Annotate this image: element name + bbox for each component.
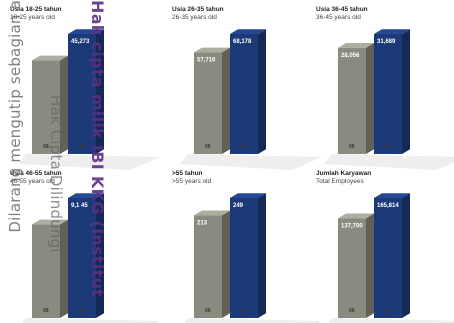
bar-value-label: 68,178 bbox=[233, 39, 252, 45]
bar bbox=[68, 34, 96, 154]
x-tick-label: 10 bbox=[385, 308, 391, 314]
bar bbox=[374, 198, 402, 318]
bar-side bbox=[402, 193, 410, 318]
bar-side bbox=[402, 29, 410, 155]
x-tick-label: 09 bbox=[205, 144, 211, 150]
bar-shadow bbox=[324, 154, 454, 170]
panel-title: Usia 36-45 tahun bbox=[316, 6, 368, 13]
bar-top bbox=[68, 193, 104, 198]
bar-top bbox=[374, 29, 410, 34]
bar-value-label: 249 bbox=[233, 203, 244, 209]
bar-shadow bbox=[180, 154, 322, 170]
panel-subtitle: 36-45 years old bbox=[316, 14, 361, 21]
x-tick-label: 09 bbox=[349, 308, 355, 314]
panel-title: Usia 18-25 tahun bbox=[10, 6, 62, 13]
bar-shadow bbox=[184, 318, 322, 323]
x-tick-label: 10 bbox=[241, 308, 247, 314]
bar-top bbox=[194, 210, 230, 216]
bar-side bbox=[60, 55, 68, 154]
bar bbox=[32, 60, 60, 154]
panel-subtitle: 18-25 years old bbox=[10, 14, 55, 21]
bar-side bbox=[366, 213, 374, 318]
x-tick-label: 09 bbox=[205, 308, 211, 314]
bar-value-label: 213 bbox=[197, 220, 208, 226]
bar bbox=[338, 47, 366, 154]
bar-side bbox=[258, 193, 266, 318]
bar bbox=[194, 52, 222, 154]
chart-panel: >55 tahun>55 years old 213 09 249 10 bbox=[172, 170, 322, 323]
panel-subtitle: 26-35 years old bbox=[172, 14, 217, 21]
bar-top bbox=[230, 29, 266, 34]
bar bbox=[230, 34, 258, 154]
x-tick-label: 10 bbox=[79, 144, 85, 150]
bar-value-label: 165,814 bbox=[377, 203, 399, 209]
bar-value-label: 57,716 bbox=[197, 57, 216, 63]
bar-top bbox=[374, 193, 410, 198]
bar-value-label: 28,056 bbox=[341, 53, 360, 59]
bar-side bbox=[222, 47, 230, 154]
panel-title: Usia 46-55 tahun bbox=[10, 170, 62, 177]
bar bbox=[194, 215, 222, 318]
bar-side bbox=[366, 42, 374, 154]
bar bbox=[230, 198, 258, 318]
bar-side bbox=[96, 193, 104, 318]
bar-top bbox=[32, 55, 68, 61]
x-tick-label: 09 bbox=[43, 308, 49, 314]
bar-side bbox=[60, 219, 68, 318]
bar-side bbox=[96, 29, 104, 155]
bar-top bbox=[338, 213, 374, 219]
bar bbox=[32, 224, 60, 318]
panel-title: Usia 26-35 tahun bbox=[172, 6, 224, 13]
x-tick-label: 09 bbox=[349, 144, 355, 150]
bar bbox=[374, 34, 402, 154]
panel-title: Jumlah Karyawan bbox=[316, 170, 371, 177]
bar-shadow bbox=[22, 318, 160, 323]
panel-title: >55 tahun bbox=[172, 170, 203, 177]
panel-subtitle: >55 years old bbox=[172, 178, 212, 185]
bar-top bbox=[194, 47, 230, 53]
bar-value-label: 9,1 45 bbox=[71, 203, 88, 209]
bar-top bbox=[230, 193, 266, 198]
bar bbox=[68, 198, 96, 318]
x-tick-label: 10 bbox=[385, 144, 391, 150]
bar-top bbox=[338, 42, 374, 48]
bar bbox=[338, 218, 366, 318]
bar-side bbox=[222, 210, 230, 318]
x-tick-label: 10 bbox=[79, 308, 85, 314]
bar-top bbox=[68, 29, 104, 34]
bar-top bbox=[32, 219, 68, 225]
panel-subtitle: Total Employees bbox=[316, 178, 364, 185]
panel-subtitle: 46-55 years old bbox=[10, 178, 55, 185]
bar-value-label: 45,273 bbox=[71, 39, 90, 45]
x-tick-label: 10 bbox=[241, 144, 247, 150]
x-tick-label: 09 bbox=[43, 144, 49, 150]
bar-side bbox=[258, 29, 266, 155]
bar-shadow bbox=[328, 318, 454, 323]
bar-value-label: 137,700 bbox=[341, 223, 363, 229]
bar-value-label: 31,689 bbox=[377, 39, 396, 45]
bar-shadow bbox=[18, 154, 160, 170]
